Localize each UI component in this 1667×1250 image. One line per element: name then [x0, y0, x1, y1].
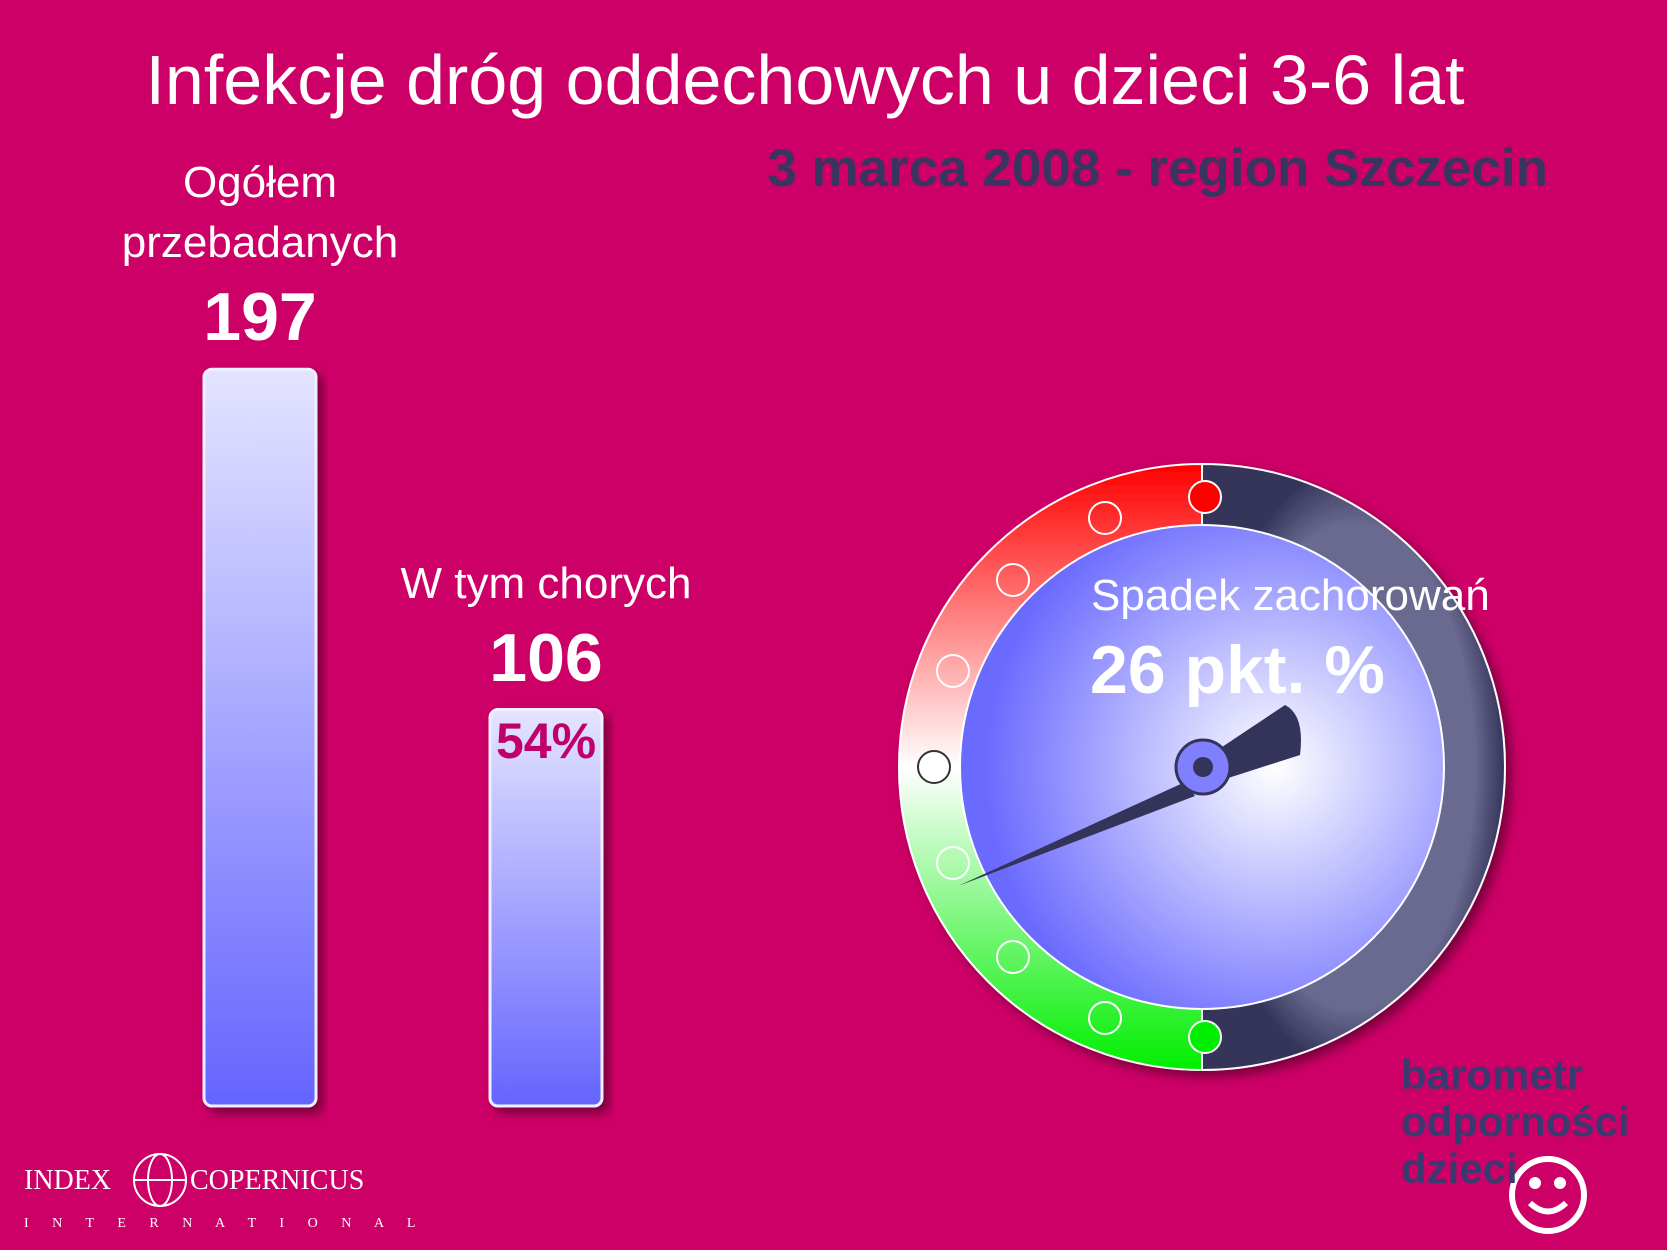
- logo-copernicus: COPERNICUS: [190, 1165, 365, 1196]
- title: Infekcje dróg oddechowych u dzieci 3-6 l…: [145, 41, 1465, 119]
- logo-barometr: dzieci: [1401, 1145, 1518, 1192]
- logo-barometr: barometr: [1401, 1051, 1584, 1098]
- copernicus-globe: [133, 1153, 187, 1207]
- needle: [958, 705, 1301, 886]
- smiley: [1509, 1156, 1587, 1234]
- gauge-value: 26 pkt. %: [1090, 632, 1385, 708]
- value-label: 197: [203, 279, 317, 356]
- logo-international: I N T E R N A T I O N A L: [24, 1216, 426, 1231]
- logo-barometr: odporności: [1401, 1098, 1630, 1145]
- logo-index: INDEX: [24, 1165, 112, 1196]
- share-label: 54%: [495, 712, 597, 769]
- category-label: Ogółem przebadanych: [121, 158, 399, 268]
- bar: [488, 708, 604, 1108]
- category-label: W tym chorych: [400, 558, 692, 608]
- gauge-label: Spadek zachorowań: [1091, 571, 1490, 620]
- subtitle: 3 marca 2008 - region Szczecin: [767, 139, 1548, 198]
- bar: [202, 367, 318, 1108]
- value-label: 106: [489, 619, 603, 696]
- gauge-dots: [917, 480, 1222, 1054]
